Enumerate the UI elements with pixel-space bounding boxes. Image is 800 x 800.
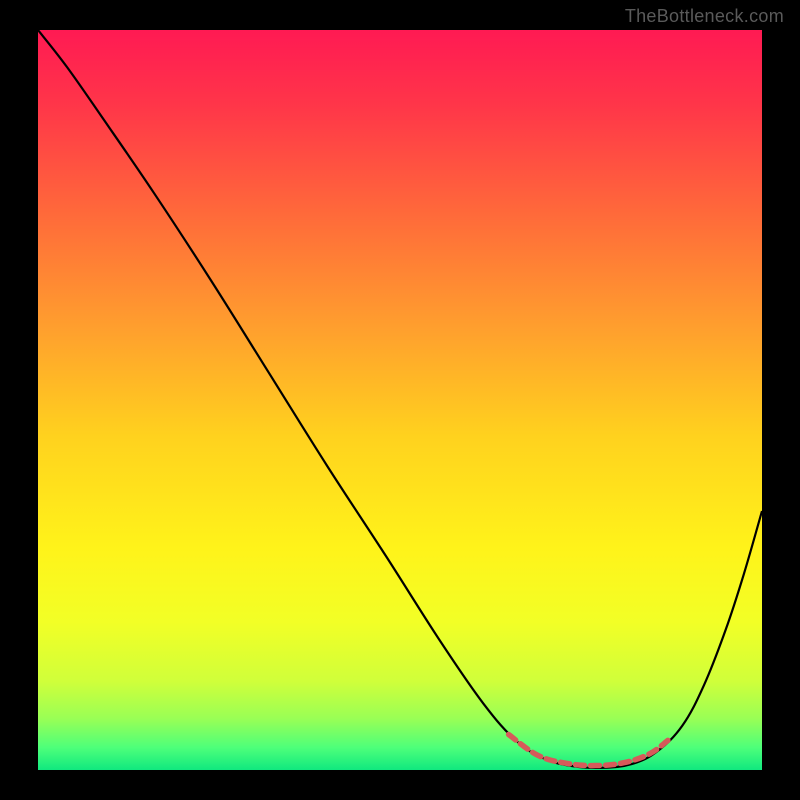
bottleneck-curve	[38, 30, 762, 768]
optimal-range-marker	[509, 734, 668, 765]
bottleneck-curve-chart	[38, 30, 762, 770]
curve-layer	[38, 30, 762, 770]
attribution-text: TheBottleneck.com	[625, 6, 784, 27]
